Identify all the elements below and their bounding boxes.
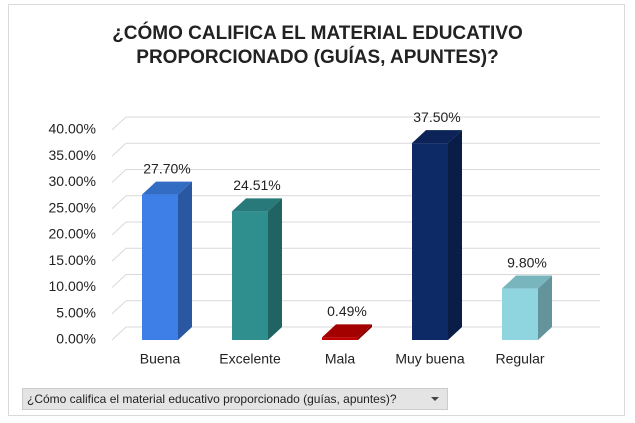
bar <box>322 337 358 340</box>
bar-top-shade <box>502 275 552 289</box>
data-label: 24.51% <box>233 177 280 193</box>
data-label: 9.80% <box>507 254 547 270</box>
grid-line <box>111 116 600 131</box>
y-tick-label: 30.00% <box>49 173 96 189</box>
bar-side-shade <box>538 275 552 340</box>
grid-line <box>111 142 600 157</box>
y-tick-label: 25.00% <box>49 199 96 215</box>
x-tick-label: Buena <box>140 351 181 367</box>
bar-top-shade <box>412 130 462 144</box>
bar-top <box>502 275 552 289</box>
filter-label: ¿Cómo califica el material educativo pro… <box>27 392 397 406</box>
filter-dropdown[interactable]: ¿Cómo califica el material educativo pro… <box>22 388 448 410</box>
bar <box>502 288 538 340</box>
bar-top <box>142 181 192 195</box>
bar-side-shade <box>358 324 372 340</box>
x-tick-label: Regular <box>495 351 544 367</box>
bar <box>232 211 268 340</box>
data-label: 0.49% <box>327 303 367 319</box>
bar-side <box>448 130 462 340</box>
bar-side-shade <box>448 130 462 340</box>
bar-top <box>322 324 372 338</box>
data-label: 37.50% <box>413 109 460 125</box>
bar-top-shade <box>142 181 192 195</box>
bar-top-shade <box>322 324 372 338</box>
chart-frame <box>8 4 625 416</box>
bar-side <box>268 198 282 340</box>
bar <box>142 194 178 340</box>
bar-side <box>358 324 372 340</box>
y-tick-label: 35.00% <box>49 147 96 163</box>
data-label: 27.70% <box>143 160 190 176</box>
bar-top <box>232 198 282 212</box>
bar-side <box>178 181 192 340</box>
dropdown-arrow[interactable] <box>431 397 439 401</box>
y-tick-label: 20.00% <box>49 226 96 242</box>
x-tick-label: Mala <box>325 351 356 367</box>
bar-top-shade <box>232 198 282 212</box>
y-tick-label: 15.00% <box>49 252 96 268</box>
x-tick-label: Muy buena <box>395 351 464 367</box>
y-tick-label: 5.00% <box>56 304 96 320</box>
bar <box>412 143 448 340</box>
y-tick-label: 40.00% <box>49 121 96 137</box>
bar-top <box>412 130 462 144</box>
y-tick-label: 0.00% <box>56 331 96 347</box>
y-tick-label: 10.00% <box>49 278 96 294</box>
bar-side <box>538 275 552 340</box>
x-tick-label: Excelente <box>219 351 281 367</box>
bar-side-shade <box>268 198 282 340</box>
chart-title: ¿CÓMO CALIFICA EL MATERIAL EDUCATIVO PRO… <box>112 23 523 68</box>
bar-side-shade <box>178 181 192 340</box>
